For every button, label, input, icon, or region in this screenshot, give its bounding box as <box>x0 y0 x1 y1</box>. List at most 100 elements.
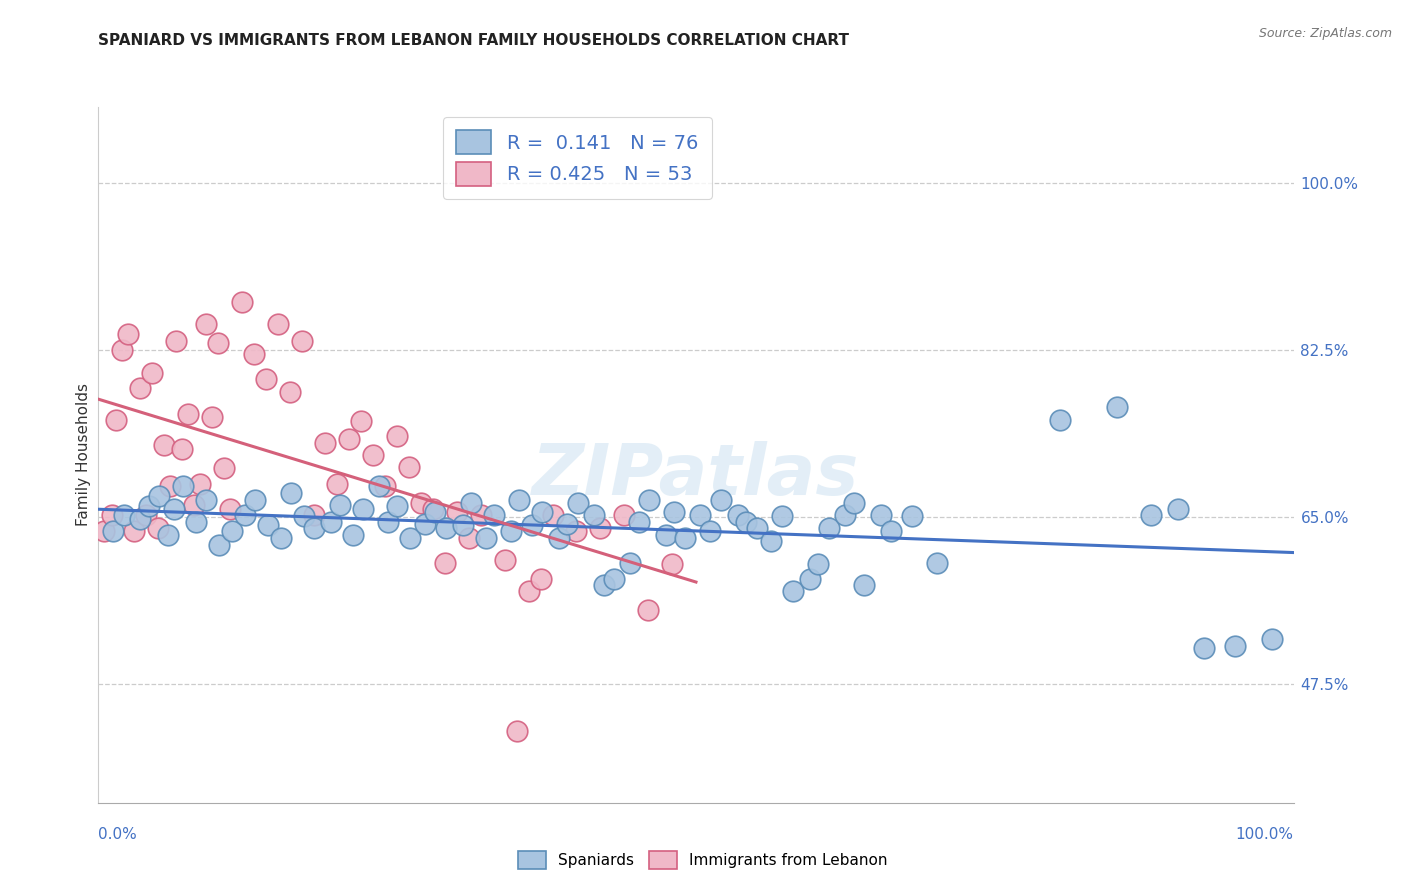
Point <box>529 572 551 586</box>
Point <box>482 508 505 522</box>
Point <box>231 295 253 310</box>
Point <box>673 531 696 545</box>
Point <box>457 531 479 545</box>
Point <box>522 518 544 533</box>
Text: 0.0%: 0.0% <box>98 827 138 841</box>
Point <box>853 578 876 592</box>
Point <box>451 518 474 533</box>
Point <box>517 584 540 599</box>
Point <box>637 603 659 617</box>
Point <box>655 528 678 542</box>
Point <box>460 495 482 509</box>
Text: Source: ZipAtlas.com: Source: ZipAtlas.com <box>1258 27 1392 40</box>
Point <box>141 366 163 380</box>
Point <box>1192 641 1215 656</box>
Point <box>302 508 325 522</box>
Point <box>699 524 721 538</box>
Point <box>339 432 360 446</box>
Point <box>177 407 200 421</box>
Point <box>494 553 516 567</box>
Point <box>172 479 194 493</box>
Point <box>368 479 391 493</box>
Point <box>474 531 496 545</box>
Point <box>1105 401 1128 415</box>
Point <box>111 343 134 357</box>
Point <box>124 524 146 538</box>
Text: 100.0%: 100.0% <box>1236 827 1294 841</box>
Point <box>129 381 152 395</box>
Point <box>761 533 783 548</box>
Point <box>446 505 468 519</box>
Point <box>352 502 374 516</box>
Point <box>292 508 315 523</box>
Y-axis label: Family Households: Family Households <box>76 384 91 526</box>
Point <box>321 515 343 529</box>
Point <box>221 524 243 538</box>
Point <box>377 515 399 529</box>
Point <box>350 414 373 428</box>
Point <box>153 438 176 452</box>
Point <box>172 442 194 457</box>
Point <box>254 372 277 386</box>
Point <box>689 508 711 522</box>
Point <box>770 508 793 523</box>
Point <box>870 508 893 522</box>
Point <box>619 556 641 570</box>
Point <box>100 508 122 522</box>
Point <box>589 521 612 535</box>
Point <box>165 334 187 348</box>
Point <box>583 508 606 522</box>
Point <box>235 508 257 522</box>
Point <box>499 524 522 538</box>
Point <box>530 505 553 519</box>
Point <box>212 461 235 475</box>
Point <box>148 489 170 503</box>
Point <box>342 528 364 542</box>
Point <box>567 495 589 509</box>
Point <box>411 495 433 509</box>
Point <box>565 524 588 538</box>
Point <box>782 584 804 599</box>
Point <box>901 508 924 523</box>
Point <box>710 492 733 507</box>
Point <box>1140 508 1163 522</box>
Point <box>243 492 266 507</box>
Point <box>194 492 218 507</box>
Point <box>363 448 385 462</box>
Point <box>627 515 650 529</box>
Point <box>547 531 569 545</box>
Point <box>270 531 292 545</box>
Point <box>194 318 218 332</box>
Point <box>385 500 409 514</box>
Point <box>398 460 420 475</box>
Legend: R =  0.141   N = 76, R = 0.425   N = 53: R = 0.141 N = 76, R = 0.425 N = 53 <box>443 117 711 199</box>
Point <box>807 557 830 571</box>
Point <box>183 499 205 513</box>
Point <box>290 334 312 348</box>
Point <box>508 492 530 507</box>
Point <box>799 572 821 586</box>
Point <box>1167 502 1189 516</box>
Point <box>105 412 128 426</box>
Point <box>834 508 856 522</box>
Point <box>159 479 181 493</box>
Point <box>880 524 903 538</box>
Point <box>129 512 152 526</box>
Point <box>1049 412 1071 426</box>
Point <box>267 318 290 332</box>
Point <box>842 495 865 509</box>
Point <box>425 505 447 519</box>
Text: SPANIARD VS IMMIGRANTS FROM LEBANON FAMILY HOUSEHOLDS CORRELATION CHART: SPANIARD VS IMMIGRANTS FROM LEBANON FAMI… <box>98 33 849 47</box>
Point <box>163 502 186 516</box>
Point <box>138 500 160 514</box>
Point <box>661 557 683 571</box>
Point <box>329 499 352 513</box>
Point <box>112 508 135 522</box>
Point <box>1223 639 1246 653</box>
Point <box>148 521 170 535</box>
Point <box>278 384 301 399</box>
Text: ZIPatlas: ZIPatlas <box>533 442 859 510</box>
Point <box>326 476 349 491</box>
Point <box>927 556 949 570</box>
Point <box>745 521 768 535</box>
